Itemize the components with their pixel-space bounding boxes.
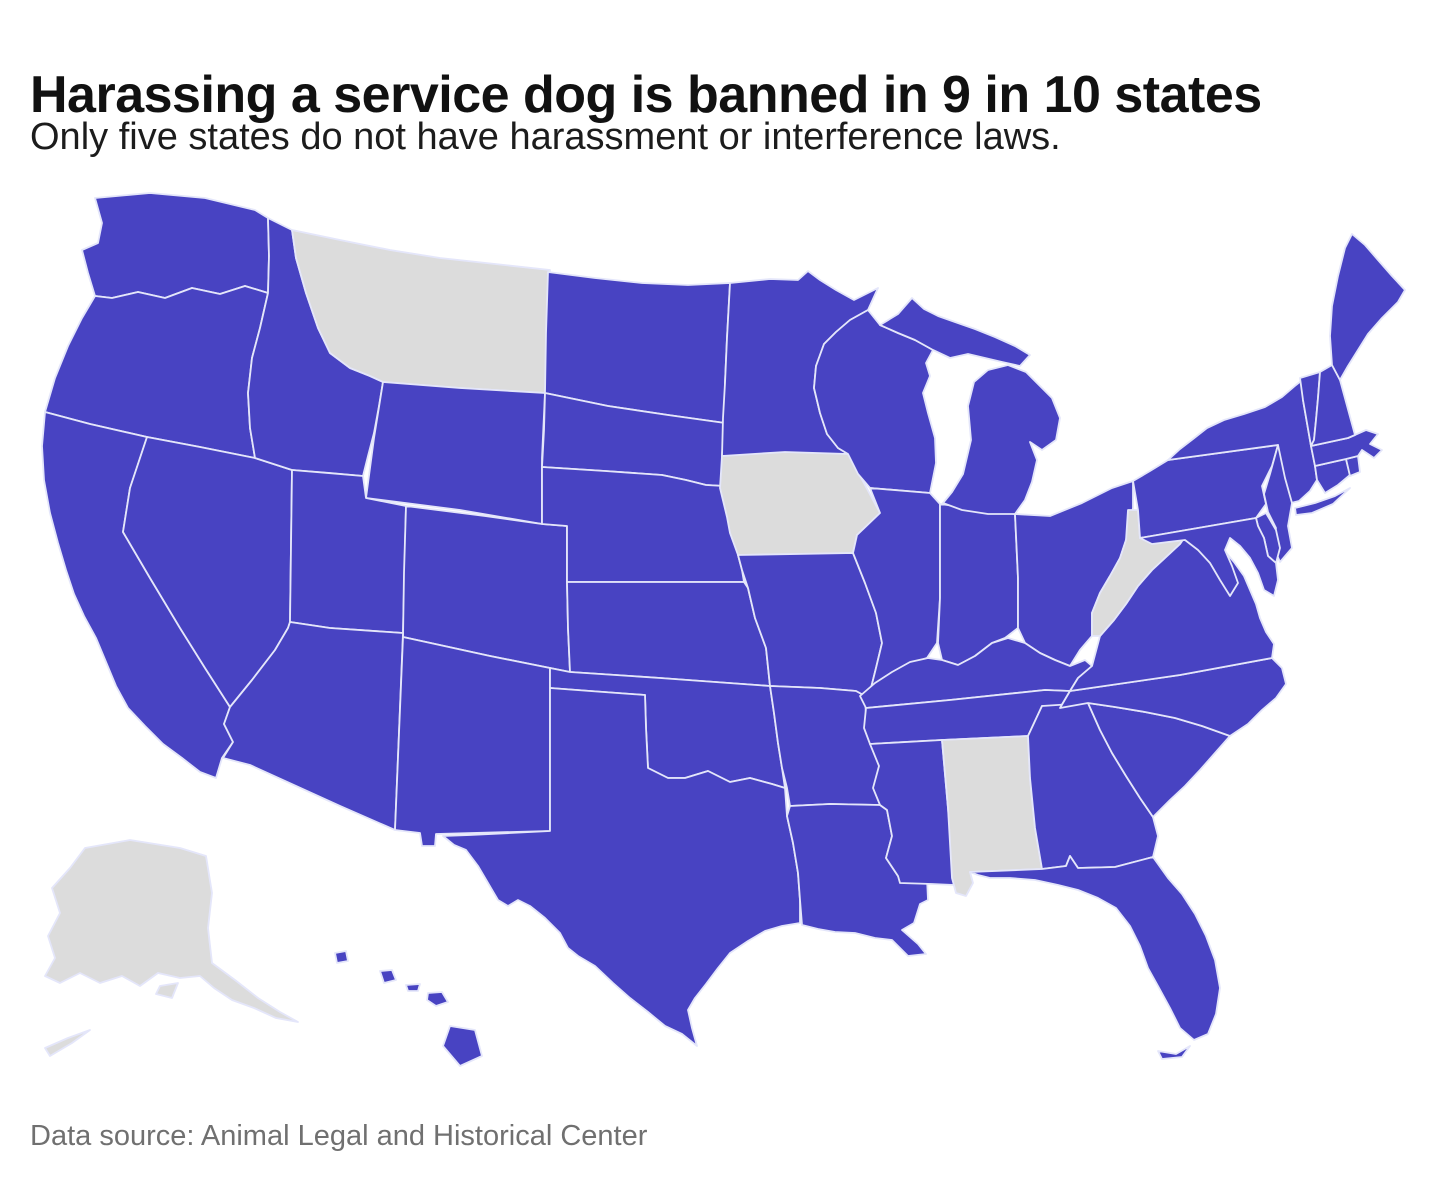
state-hi [334, 950, 483, 1067]
state-wa [81, 192, 270, 299]
state-md [1139, 517, 1279, 597]
data-source-note: Data source: Animal Legal and Historical… [30, 1120, 648, 1152]
state-fl [969, 855, 1221, 1060]
page-subtitle: Only five states do not have harassment … [30, 116, 1061, 158]
state-me [1329, 233, 1406, 381]
page-title: Harassing a service dog is banned in 9 i… [30, 65, 1262, 124]
us-choropleth-map [41, 192, 1406, 1067]
state-mi [879, 297, 1061, 515]
state-ks [566, 581, 771, 687]
state-wi [813, 309, 937, 494]
state-ak [44, 839, 299, 1057]
state-nm [394, 636, 551, 847]
state-ma [1310, 429, 1383, 467]
state-tx [442, 687, 801, 1047]
state-nc [1059, 657, 1287, 737]
state-pa [1132, 444, 1279, 539]
